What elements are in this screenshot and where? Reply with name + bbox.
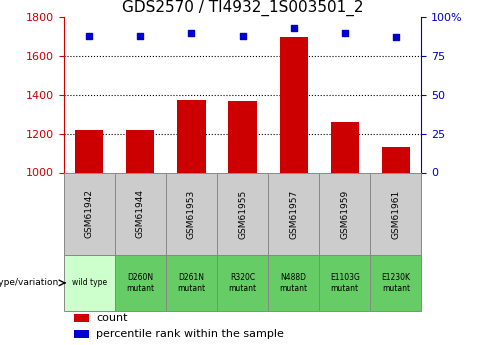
Bar — [74, 330, 89, 338]
Text: R320C
mutant: R320C mutant — [228, 273, 257, 293]
Bar — [64, 255, 115, 310]
Text: E1230K
mutant: E1230K mutant — [381, 273, 410, 293]
Bar — [217, 255, 268, 310]
Text: N488D
mutant: N488D mutant — [280, 273, 308, 293]
Bar — [74, 314, 89, 322]
Bar — [370, 255, 421, 310]
Text: D260N
mutant: D260N mutant — [126, 273, 154, 293]
Text: GSM61944: GSM61944 — [136, 189, 145, 238]
Bar — [115, 255, 166, 310]
Bar — [370, 172, 421, 255]
Bar — [268, 255, 319, 310]
Point — [85, 33, 93, 39]
Point — [392, 35, 400, 40]
Bar — [64, 172, 115, 255]
Text: GSM61959: GSM61959 — [340, 189, 349, 238]
Bar — [75, 130, 103, 172]
Bar — [280, 37, 308, 172]
Point — [239, 33, 246, 39]
Bar — [319, 255, 370, 310]
Text: GSM61953: GSM61953 — [187, 189, 196, 238]
Title: GDS2570 / TI4932_1S003501_2: GDS2570 / TI4932_1S003501_2 — [122, 0, 363, 16]
Text: wild type: wild type — [72, 278, 107, 287]
Bar — [331, 122, 359, 172]
Text: GSM61957: GSM61957 — [289, 189, 298, 238]
Bar — [177, 100, 205, 172]
Text: count: count — [96, 313, 127, 323]
Bar — [126, 130, 154, 172]
Bar — [319, 172, 370, 255]
Text: GSM61942: GSM61942 — [85, 189, 94, 238]
Point — [341, 30, 349, 36]
Bar — [382, 147, 410, 172]
Text: E1103G
mutant: E1103G mutant — [330, 273, 360, 293]
Text: GSM61955: GSM61955 — [238, 189, 247, 238]
Point — [188, 30, 196, 36]
Text: GSM61961: GSM61961 — [392, 189, 400, 238]
Bar — [217, 172, 268, 255]
Bar — [268, 172, 319, 255]
Text: percentile rank within the sample: percentile rank within the sample — [96, 329, 284, 339]
Text: genotype/variation: genotype/variation — [0, 278, 59, 287]
Bar — [166, 255, 217, 310]
Bar — [115, 172, 166, 255]
Text: D261N
mutant: D261N mutant — [177, 273, 205, 293]
Bar — [166, 172, 217, 255]
Point — [136, 33, 144, 39]
Point — [290, 26, 297, 31]
Bar — [228, 101, 257, 172]
